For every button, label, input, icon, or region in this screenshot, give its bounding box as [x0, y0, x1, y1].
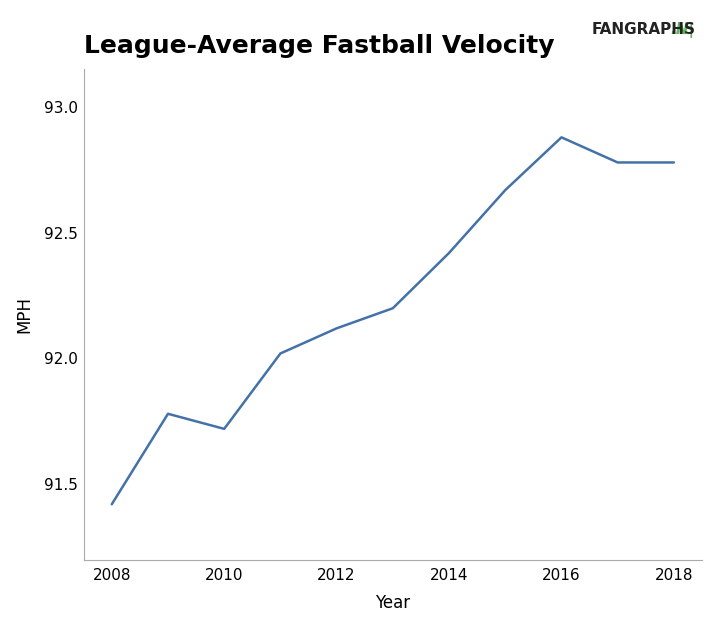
Text: FANGRAPHS: FANGRAPHS: [592, 22, 695, 37]
Text: League-Average Fastball Velocity: League-Average Fastball Velocity: [84, 34, 554, 58]
Y-axis label: MPH: MPH: [15, 296, 33, 333]
Text: .N|: .N|: [670, 22, 695, 38]
X-axis label: Year: Year: [375, 594, 410, 612]
